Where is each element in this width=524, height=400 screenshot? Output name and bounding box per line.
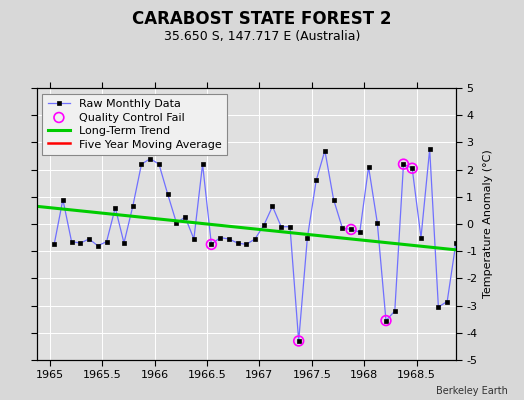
Raw Monthly Data bbox=[103, 239, 110, 244]
Raw Monthly Data bbox=[217, 235, 223, 240]
Raw Monthly Data bbox=[95, 243, 101, 248]
Quality Control Fail bbox=[399, 161, 408, 167]
Raw Monthly Data bbox=[252, 236, 258, 241]
Quality Control Fail bbox=[382, 317, 390, 324]
Raw Monthly Data bbox=[200, 162, 206, 166]
Raw Monthly Data bbox=[208, 242, 214, 247]
Quality Control Fail bbox=[207, 241, 215, 248]
Quality Control Fail bbox=[294, 338, 303, 344]
Text: CARABOST STATE FOREST 2: CARABOST STATE FOREST 2 bbox=[132, 10, 392, 28]
Raw Monthly Data bbox=[260, 223, 267, 228]
Raw Monthly Data bbox=[444, 299, 450, 304]
Raw Monthly Data bbox=[243, 242, 249, 247]
Raw Monthly Data bbox=[226, 236, 232, 241]
Raw Monthly Data bbox=[138, 162, 145, 166]
Raw Monthly Data bbox=[234, 241, 241, 246]
Raw Monthly Data bbox=[165, 192, 171, 196]
Raw Monthly Data bbox=[365, 164, 372, 169]
Raw Monthly Data bbox=[269, 204, 276, 209]
Quality Control Fail bbox=[347, 226, 355, 233]
Raw Monthly Data bbox=[453, 241, 459, 246]
Raw Monthly Data bbox=[435, 304, 442, 309]
Raw Monthly Data bbox=[278, 224, 285, 229]
Raw Monthly Data bbox=[51, 242, 57, 247]
Raw Monthly Data bbox=[191, 236, 197, 241]
Raw Monthly Data bbox=[173, 220, 180, 225]
Legend: Raw Monthly Data, Quality Control Fail, Long-Term Trend, Five Year Moving Averag: Raw Monthly Data, Quality Control Fail, … bbox=[42, 94, 227, 155]
Raw Monthly Data bbox=[331, 197, 337, 202]
Raw Monthly Data bbox=[86, 236, 92, 241]
Raw Monthly Data bbox=[409, 166, 416, 171]
Text: 35.650 S, 147.717 E (Australia): 35.650 S, 147.717 E (Australia) bbox=[164, 30, 360, 43]
Raw Monthly Data bbox=[156, 162, 162, 166]
Raw Monthly Data bbox=[304, 235, 311, 240]
Text: Berkeley Earth: Berkeley Earth bbox=[436, 386, 508, 396]
Raw Monthly Data bbox=[112, 205, 118, 210]
Quality Control Fail bbox=[408, 165, 417, 172]
Raw Monthly Data bbox=[462, 238, 468, 243]
Raw Monthly Data bbox=[69, 239, 75, 244]
Raw Monthly Data bbox=[357, 230, 363, 234]
Raw Monthly Data bbox=[400, 162, 407, 166]
Raw Monthly Data bbox=[348, 227, 354, 232]
Raw Monthly Data bbox=[322, 148, 328, 153]
Raw Monthly Data bbox=[296, 338, 302, 343]
Line: Raw Monthly Data: Raw Monthly Data bbox=[52, 148, 466, 343]
Raw Monthly Data bbox=[147, 156, 154, 161]
Raw Monthly Data bbox=[427, 147, 433, 152]
Raw Monthly Data bbox=[77, 241, 83, 246]
Raw Monthly Data bbox=[129, 204, 136, 209]
Raw Monthly Data bbox=[383, 318, 389, 323]
Raw Monthly Data bbox=[374, 220, 380, 225]
Raw Monthly Data bbox=[313, 178, 319, 183]
Raw Monthly Data bbox=[121, 241, 127, 246]
Raw Monthly Data bbox=[418, 235, 424, 240]
Raw Monthly Data bbox=[339, 226, 345, 230]
Raw Monthly Data bbox=[391, 309, 398, 314]
Raw Monthly Data bbox=[182, 215, 188, 220]
Y-axis label: Temperature Anomaly (°C): Temperature Anomaly (°C) bbox=[483, 150, 493, 298]
Raw Monthly Data bbox=[287, 224, 293, 229]
Raw Monthly Data bbox=[60, 197, 66, 202]
